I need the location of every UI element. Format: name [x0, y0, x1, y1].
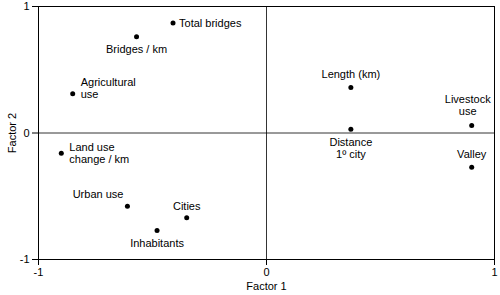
svg-text:Total bridges: Total bridges — [179, 17, 242, 29]
svg-text:0: 0 — [23, 127, 29, 139]
svg-text:Bridges / km: Bridges / km — [106, 43, 167, 55]
svg-text:Cities: Cities — [173, 200, 201, 212]
svg-text:Factor 1: Factor 1 — [246, 280, 286, 292]
svg-text:1: 1 — [491, 266, 497, 278]
svg-text:Valley: Valley — [457, 148, 487, 160]
svg-text:Inhabitants: Inhabitants — [130, 237, 184, 249]
svg-text:-1: -1 — [20, 253, 30, 265]
svg-text:1: 1 — [23, 0, 29, 12]
svg-text:Livestockuse: Livestockuse — [445, 93, 491, 117]
svg-text:Distance1º city: Distance1º city — [329, 136, 372, 160]
svg-text:0: 0 — [263, 266, 269, 278]
svg-text:Length (km): Length (km) — [322, 68, 381, 80]
svg-text:Urban use: Urban use — [73, 188, 124, 200]
svg-text:Factor 2: Factor 2 — [6, 113, 18, 153]
svg-text:Land usechange / km: Land usechange / km — [69, 141, 129, 165]
svg-text:Agriculturaluse: Agriculturaluse — [81, 76, 136, 100]
svg-text:-1: -1 — [34, 266, 44, 278]
